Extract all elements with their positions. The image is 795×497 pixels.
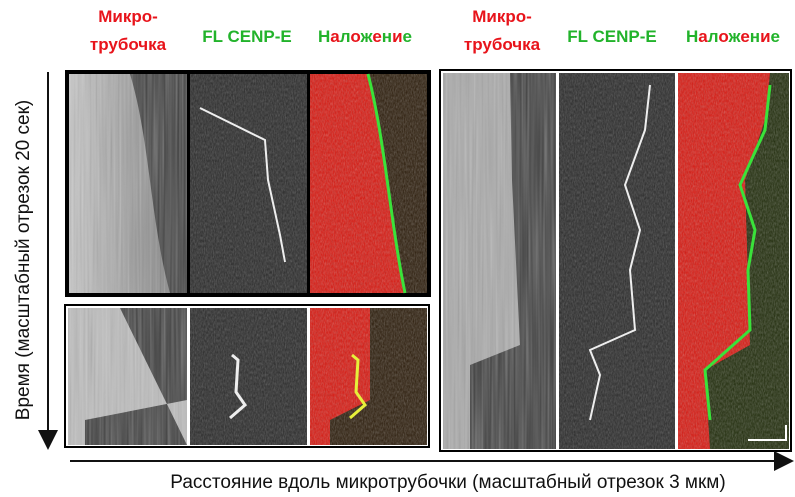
headers: Микро- трубочка FL CENP-E Наложение Микр… [90, 7, 780, 54]
overlay-letter: н [750, 27, 760, 46]
kymo-top-left [65, 70, 431, 297]
texture [443, 73, 556, 449]
overlay-letter: Н [318, 27, 330, 46]
texture [190, 308, 307, 445]
header-microtubule: Микро- [472, 7, 532, 26]
texture [678, 73, 789, 449]
header-cenp: FL CENP-E [567, 27, 656, 46]
overlay-letter: е [771, 27, 780, 46]
texture [559, 73, 675, 449]
x-axis-label: Расстояние вдоль микротрубочки (масштабн… [170, 472, 725, 493]
overlay-letter: н [382, 27, 392, 46]
overlay-letter: л [340, 27, 351, 46]
texture [68, 308, 187, 445]
overlay-letter: о [718, 27, 728, 46]
overlay-letter: е [372, 27, 381, 46]
header-cenp: FL CENP-E [202, 27, 291, 46]
overlay-letter: е [740, 27, 749, 46]
texture [190, 74, 307, 293]
overlay-letter: о [350, 27, 360, 46]
header-microtubule: трубочка [464, 35, 541, 54]
overlay-letter: л [708, 27, 719, 46]
overlay-letter: и [392, 27, 402, 46]
kymo-bottom-left [65, 305, 429, 447]
figure: Микро- трубочка FL CENP-E Наложение Микр… [0, 0, 795, 497]
texture [310, 308, 427, 445]
overlay-letter: Н [686, 27, 698, 46]
overlay-letter: е [403, 27, 412, 46]
overlay-letter: и [760, 27, 770, 46]
kymo-right [440, 70, 791, 451]
header-overlay: Наложение [686, 27, 780, 46]
texture [69, 74, 187, 293]
header-microtubule: Микро- [98, 7, 158, 26]
texture [310, 74, 427, 293]
header-microtubule: трубочка [90, 35, 167, 54]
header-overlay: Наложение [318, 27, 412, 46]
y-axis-label: Время (масштабный отрезок 20 сек) [13, 100, 34, 420]
